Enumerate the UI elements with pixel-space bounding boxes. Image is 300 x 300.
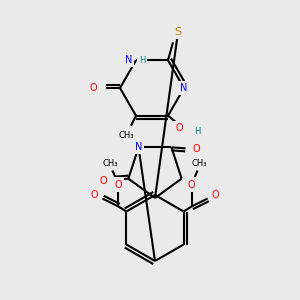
Text: H: H [139, 56, 146, 65]
Text: O: O [212, 190, 219, 200]
Text: O: O [188, 179, 195, 190]
Text: O: O [91, 190, 98, 200]
Text: N: N [135, 142, 142, 152]
Text: N: N [180, 83, 188, 93]
Text: O: O [100, 176, 107, 186]
Text: S: S [174, 27, 182, 37]
Text: O: O [89, 83, 97, 93]
Text: CH₃: CH₃ [103, 159, 118, 168]
Text: CH₃: CH₃ [118, 131, 134, 140]
Text: N: N [124, 55, 132, 65]
Text: O: O [115, 179, 122, 190]
Text: H: H [194, 127, 200, 136]
Text: O: O [176, 123, 183, 133]
Text: O: O [193, 144, 200, 154]
Text: CH₃: CH₃ [192, 159, 207, 168]
